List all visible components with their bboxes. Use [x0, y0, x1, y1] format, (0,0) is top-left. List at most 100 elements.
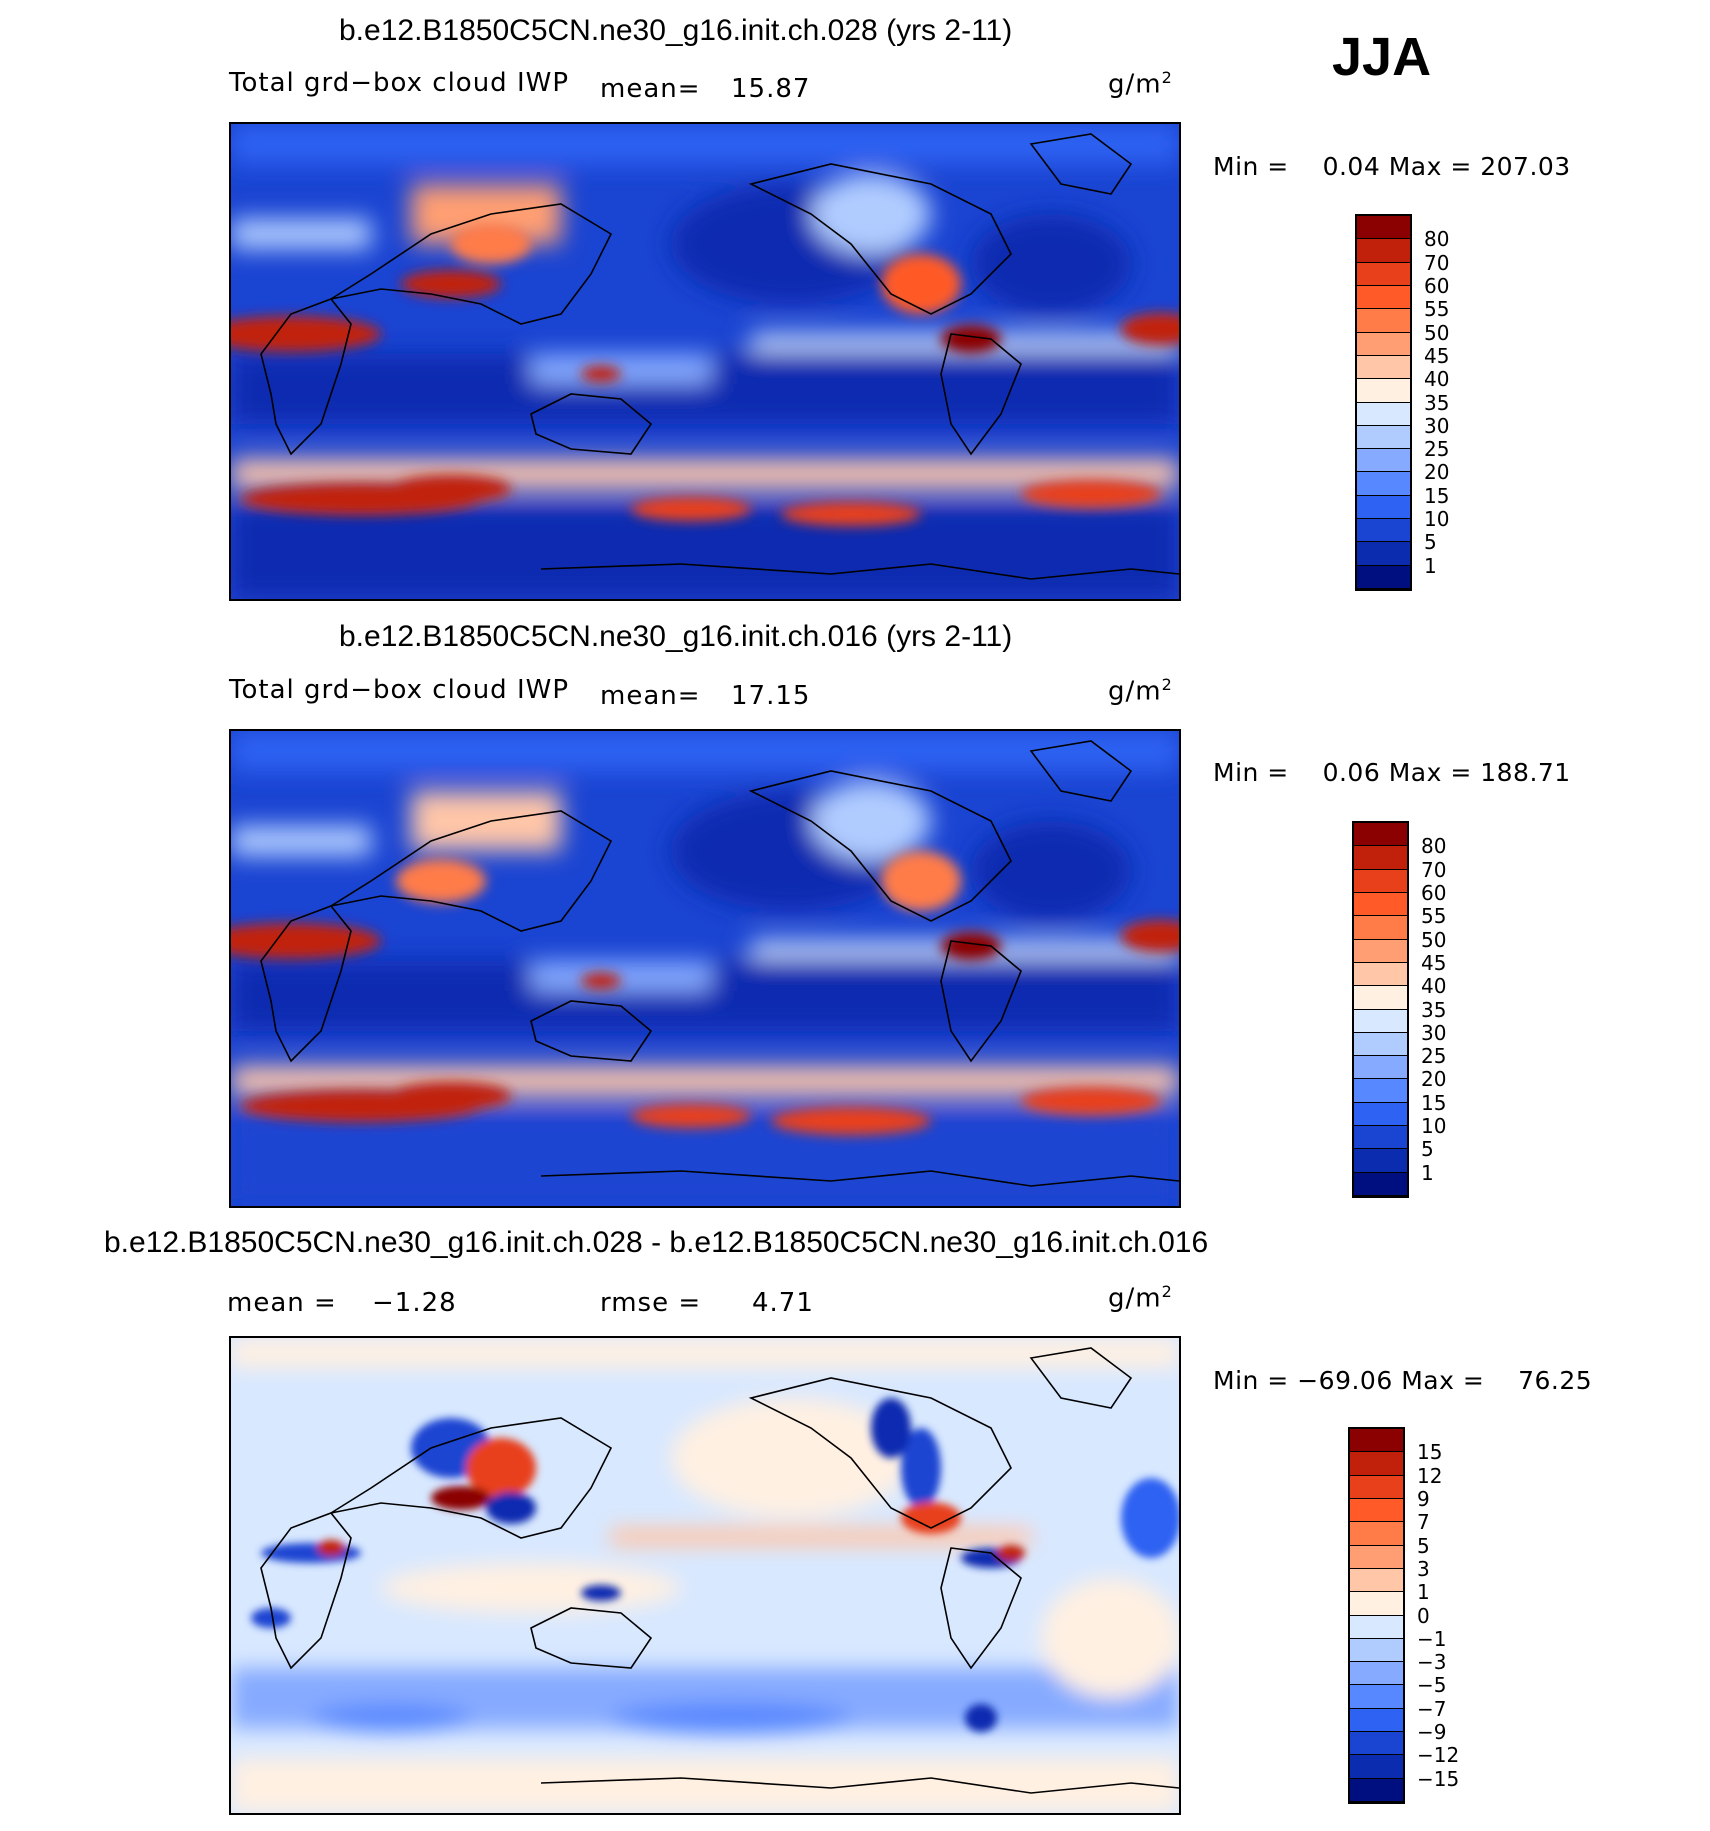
colorbar-segment	[1354, 1079, 1407, 1103]
colorbar-segment	[1350, 1498, 1403, 1523]
colorbar-segment	[1357, 425, 1410, 450]
panel-3-rmse-value: 4.71	[752, 1288, 814, 1318]
panel-1-colorbar	[1355, 214, 1412, 591]
panel-3-colorbar	[1348, 1427, 1405, 1804]
colorbar-segment	[1350, 1452, 1403, 1476]
colorbar-tick-label: 50	[1421, 927, 1447, 952]
colorbar-segment	[1354, 846, 1407, 870]
colorbar-tick-label: 25	[1424, 437, 1450, 462]
panel-2-map	[229, 729, 1181, 1208]
colorbar-segment	[1350, 1755, 1403, 1779]
colorbar-tick-label: 55	[1424, 297, 1450, 322]
colorbar-tick-label: 5	[1421, 1137, 1434, 1162]
colorbar-segment	[1357, 379, 1410, 403]
panel-2-mean-value: 17.15	[731, 681, 811, 711]
colorbar-tick-label: 15	[1417, 1440, 1443, 1465]
colorbar-segment	[1350, 1638, 1403, 1663]
colorbar-tick-label: 12	[1417, 1463, 1443, 1488]
colorbar-tick-label: 50	[1424, 320, 1450, 345]
colorbar-tick-label: −15	[1417, 1766, 1460, 1791]
season-label: JJA	[1332, 27, 1432, 87]
panel-3-minmax: Min = −69.06 Max = 76.25	[1213, 1366, 1593, 1395]
colorbar-tick-label: 60	[1421, 880, 1447, 905]
colorbar-segment	[1350, 1685, 1403, 1709]
colorbar-segment	[1350, 1568, 1403, 1593]
colorbar-tick-label: 80	[1421, 834, 1447, 859]
panel-1-title: b.e12.B1850C5CN.ne30_g16.init.ch.028 (yr…	[339, 14, 1013, 47]
colorbar-tick-label: −12	[1417, 1743, 1460, 1768]
colorbar-segment	[1354, 1056, 1407, 1080]
coastlines	[260, 740, 1179, 1187]
colorbar-segment	[1354, 986, 1407, 1010]
panel-3-mean-value: −1.28	[372, 1288, 457, 1318]
colorbar-segment	[1354, 869, 1407, 893]
colorbar-tick-label: 0	[1417, 1603, 1430, 1628]
colorbar-tick-label: 1	[1421, 1160, 1434, 1185]
colorbar-segment	[1354, 962, 1407, 987]
colorbar-tick-label: 7	[1417, 1510, 1430, 1535]
panel-3-rmse-label: rmse =	[600, 1288, 702, 1318]
panel-3-map	[229, 1336, 1181, 1815]
panel-1-variable: Total grd−box cloud IWP	[229, 68, 570, 98]
panel-2-variable: Total grd−box cloud IWP	[229, 675, 570, 705]
colorbar-tick-label: 20	[1424, 460, 1450, 485]
colorbar-segment	[1354, 1172, 1407, 1196]
panel-3-mean-label: mean =	[227, 1288, 337, 1318]
colorbar-segment	[1354, 1102, 1407, 1127]
colorbar-tick-label: 20	[1421, 1067, 1447, 1092]
colorbar-tick-label: 30	[1421, 1020, 1447, 1045]
colorbar-segment	[1357, 239, 1410, 263]
panel-1-mean-value: 15.87	[731, 74, 811, 104]
colorbar-segment	[1357, 472, 1410, 496]
colorbar-segment	[1350, 1732, 1403, 1756]
colorbar-segment	[1350, 1708, 1403, 1733]
colorbar-segment	[1357, 355, 1410, 380]
colorbar-tick-label: 30	[1424, 413, 1450, 438]
colorbar-segment	[1350, 1475, 1403, 1499]
colorbar-tick-label: 15	[1424, 483, 1450, 508]
colorbar-segment	[1354, 892, 1407, 917]
colorbar-tick-label: −5	[1417, 1673, 1447, 1698]
colorbar-tick-label: 9	[1417, 1486, 1430, 1511]
panel-2-minmax: Min = 0.06 Max = 188.71	[1213, 758, 1571, 787]
colorbar-tick-label: 3	[1417, 1556, 1430, 1581]
colorbar-tick-label: 35	[1424, 390, 1450, 415]
colorbar-tick-label: 5	[1424, 530, 1437, 555]
colorbar-segment	[1354, 1032, 1407, 1057]
colorbar-tick-label: 10	[1421, 1114, 1447, 1139]
colorbar-segment	[1357, 402, 1410, 426]
colorbar-segment	[1357, 309, 1410, 333]
colorbar-segment	[1350, 1429, 1403, 1453]
colorbar-segment	[1357, 542, 1410, 566]
colorbar-tick-label: 35	[1421, 997, 1447, 1022]
colorbar-tick-label: −1	[1417, 1626, 1447, 1651]
panel-1-map	[229, 122, 1181, 601]
coastlines	[260, 1347, 1179, 1794]
colorbar-segment	[1354, 1009, 1407, 1033]
colorbar-tick-label: 1	[1424, 553, 1437, 578]
colorbar-tick-label: 55	[1421, 904, 1447, 929]
colorbar-tick-label: 80	[1424, 227, 1450, 252]
colorbar-segment	[1350, 1592, 1403, 1616]
colorbar-segment	[1354, 1149, 1407, 1173]
colorbar-tick-label: −3	[1417, 1650, 1447, 1675]
colorbar-segment	[1350, 1545, 1403, 1569]
colorbar-segment	[1357, 262, 1410, 286]
colorbar-segment	[1350, 1615, 1403, 1639]
colorbar-segment	[1357, 565, 1410, 589]
colorbar-segment	[1357, 449, 1410, 473]
colorbar-tick-label: 10	[1424, 507, 1450, 532]
colorbar-segment	[1354, 939, 1407, 963]
colorbar-segment	[1350, 1522, 1403, 1546]
panel-3-units: g/m2	[1108, 1282, 1173, 1314]
colorbar-tick-label: −9	[1417, 1720, 1447, 1745]
colorbar-segment	[1350, 1662, 1403, 1686]
colorbar-tick-label: 40	[1424, 367, 1450, 392]
colorbar-segment	[1354, 916, 1407, 940]
panel-1-minmax: Min = 0.04 Max = 207.03	[1213, 152, 1571, 181]
panel-1-units: g/m2	[1108, 68, 1173, 100]
colorbar-tick-label: 15	[1421, 1090, 1447, 1115]
colorbar-tick-label: 5	[1417, 1533, 1430, 1558]
colorbar-segment	[1357, 519, 1410, 543]
colorbar-segment	[1357, 216, 1410, 240]
